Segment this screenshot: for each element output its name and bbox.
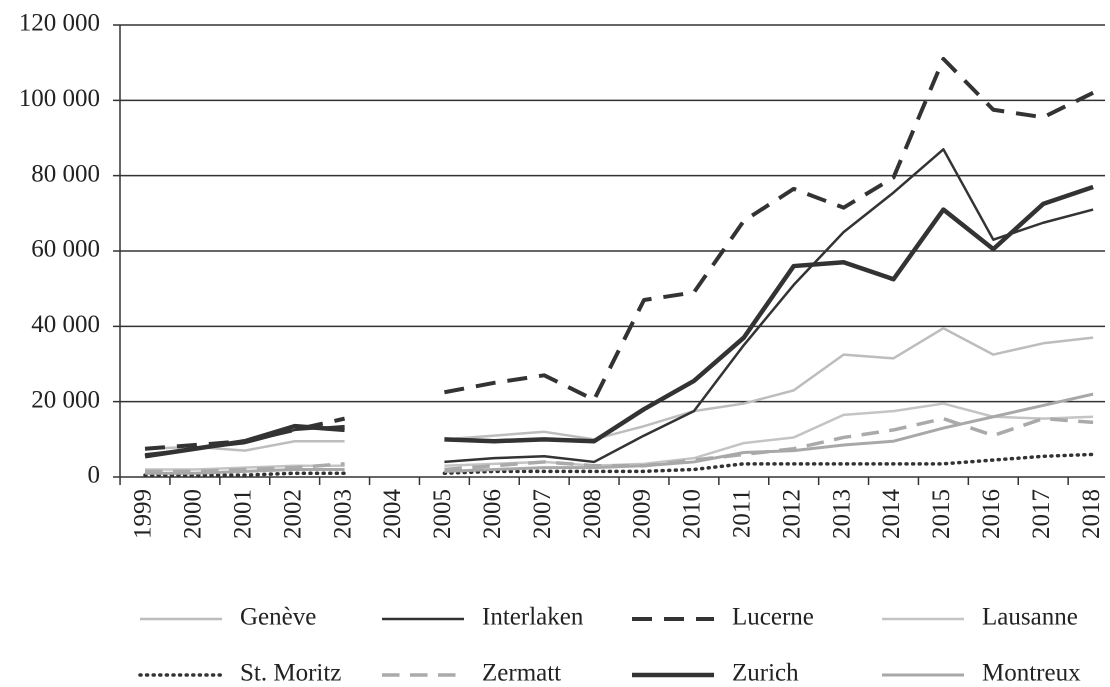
x-tick-label: 2016 bbox=[978, 489, 1005, 539]
y-tick-label: 0 bbox=[88, 462, 101, 489]
x-tick-label: 2000 bbox=[180, 489, 207, 539]
x-tick-label: 1999 bbox=[130, 489, 157, 539]
x-tick-label: 2003 bbox=[329, 489, 356, 539]
series-line bbox=[144, 184, 1094, 459]
x-tick-label: 2006 bbox=[479, 489, 506, 539]
y-tick-label: 40 000 bbox=[31, 311, 100, 338]
x-tick-label: 2015 bbox=[928, 489, 955, 539]
legend-label: Zermatt bbox=[482, 660, 561, 687]
series-line bbox=[144, 148, 1094, 464]
legend-label: Genève bbox=[240, 604, 316, 631]
x-tick-label: 2013 bbox=[828, 489, 855, 539]
x-tick-label: 2008 bbox=[579, 489, 606, 539]
x-tick-label: 2012 bbox=[778, 489, 805, 539]
y-tick-label: 80 000 bbox=[31, 160, 100, 187]
legend-label: Montreux bbox=[982, 660, 1081, 687]
legend-label: Zurich bbox=[732, 660, 799, 687]
x-tick-label: 2017 bbox=[1028, 489, 1055, 539]
series-line bbox=[145, 416, 1094, 474]
legend-label: Lausanne bbox=[982, 604, 1078, 631]
x-tick-label: 2005 bbox=[429, 489, 456, 539]
y-tick-label: 120 000 bbox=[19, 10, 100, 37]
x-tick-label: 2001 bbox=[230, 489, 257, 539]
x-tick-label: 2010 bbox=[679, 489, 706, 539]
y-tick-label: 20 000 bbox=[31, 386, 100, 413]
legend-label: Interlaken bbox=[482, 604, 584, 631]
y-tick-label: 100 000 bbox=[19, 85, 100, 112]
series-line bbox=[145, 392, 1094, 475]
series-line bbox=[144, 56, 1094, 451]
x-tick-label: 2018 bbox=[1078, 489, 1105, 539]
legend-label: Lucerne bbox=[732, 604, 814, 631]
x-tick-label: 2009 bbox=[629, 489, 656, 539]
x-tick-label: 2007 bbox=[529, 489, 556, 539]
y-tick-label: 60 000 bbox=[31, 236, 100, 263]
x-tick-label: 2004 bbox=[379, 489, 406, 540]
series-line bbox=[145, 402, 1094, 471]
legend-label: St. Moritz bbox=[240, 660, 341, 687]
x-tick-label: 2011 bbox=[729, 489, 756, 538]
x-tick-label: 2014 bbox=[878, 489, 905, 540]
series-line bbox=[143, 452, 1095, 477]
x-tick-label: 2002 bbox=[279, 489, 306, 539]
